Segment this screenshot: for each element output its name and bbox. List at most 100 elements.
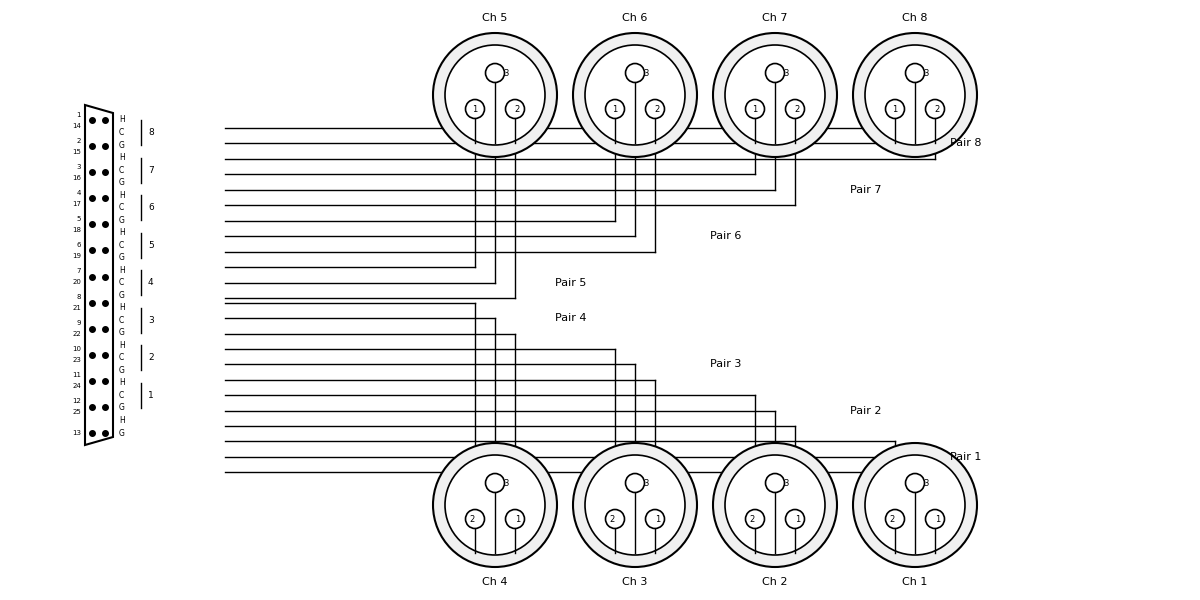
Text: Pair 8: Pair 8 (950, 139, 982, 148)
Text: 24: 24 (72, 383, 82, 389)
Circle shape (786, 100, 804, 118)
Circle shape (486, 64, 504, 82)
Circle shape (505, 509, 524, 529)
Text: 5: 5 (148, 241, 154, 250)
Text: H: H (119, 341, 125, 350)
Text: 1: 1 (655, 515, 660, 524)
Text: 18: 18 (72, 227, 82, 233)
Text: 2: 2 (610, 515, 616, 524)
Circle shape (786, 509, 804, 529)
Text: 10: 10 (72, 346, 82, 352)
Circle shape (906, 64, 924, 82)
Text: 1: 1 (148, 391, 154, 400)
Circle shape (906, 473, 924, 493)
Circle shape (606, 509, 624, 529)
Text: G: G (119, 328, 125, 337)
Text: H: H (119, 153, 125, 162)
Text: Ch 3: Ch 3 (623, 577, 648, 587)
Text: Pair 5: Pair 5 (554, 278, 587, 287)
Circle shape (853, 33, 977, 157)
Text: 4: 4 (148, 278, 154, 287)
Text: 2: 2 (750, 515, 755, 524)
Text: 11: 11 (72, 373, 82, 379)
Text: 3: 3 (77, 164, 82, 170)
Text: H: H (119, 115, 125, 124)
Text: 15: 15 (72, 149, 82, 155)
Circle shape (625, 473, 644, 493)
Text: C: C (119, 128, 125, 137)
Text: 16: 16 (72, 175, 82, 181)
Circle shape (766, 64, 785, 82)
Text: Pair 3: Pair 3 (710, 359, 742, 370)
Text: H: H (119, 304, 125, 312)
Circle shape (646, 100, 665, 118)
Text: 1: 1 (612, 106, 618, 115)
Text: 17: 17 (72, 201, 82, 207)
Text: C: C (119, 353, 125, 362)
Text: 1: 1 (515, 515, 520, 524)
Text: G: G (119, 178, 125, 187)
Text: Ch 4: Ch 4 (482, 577, 508, 587)
Text: 1: 1 (77, 112, 82, 118)
Text: 2: 2 (77, 137, 82, 143)
Text: C: C (119, 391, 125, 400)
Text: 23: 23 (72, 357, 82, 363)
Text: 1: 1 (752, 106, 757, 115)
Text: 6: 6 (77, 242, 82, 248)
Circle shape (853, 443, 977, 567)
Circle shape (865, 455, 965, 555)
Text: H: H (119, 379, 125, 388)
Text: 12: 12 (72, 398, 82, 404)
Circle shape (745, 509, 764, 529)
Text: 13: 13 (72, 430, 82, 436)
Circle shape (725, 455, 826, 555)
Text: H: H (119, 416, 125, 425)
Text: 7: 7 (77, 268, 82, 274)
Text: H: H (119, 228, 125, 237)
Text: Pair 1: Pair 1 (950, 452, 982, 461)
Text: C: C (119, 203, 125, 212)
Circle shape (586, 455, 685, 555)
Text: 1: 1 (935, 515, 940, 524)
Text: 3: 3 (643, 68, 649, 77)
Text: 1: 1 (893, 106, 898, 115)
Text: Pair 2: Pair 2 (850, 406, 882, 416)
Text: 3: 3 (923, 479, 929, 487)
Text: G: G (119, 428, 125, 437)
Circle shape (574, 443, 697, 567)
Text: G: G (119, 366, 125, 375)
Circle shape (606, 100, 624, 118)
Text: G: G (119, 291, 125, 300)
Text: 3: 3 (148, 316, 154, 325)
Circle shape (865, 45, 965, 145)
Text: 2: 2 (515, 106, 520, 115)
Text: 14: 14 (72, 122, 82, 128)
Circle shape (766, 473, 785, 493)
Text: G: G (119, 140, 125, 149)
Text: G: G (119, 253, 125, 262)
Text: 7: 7 (148, 166, 154, 175)
Circle shape (445, 45, 545, 145)
Text: 3: 3 (503, 68, 509, 77)
Text: 2: 2 (655, 106, 660, 115)
Circle shape (445, 455, 545, 555)
Text: C: C (119, 241, 125, 250)
Text: Ch 1: Ch 1 (902, 577, 928, 587)
Text: 6: 6 (148, 203, 154, 212)
Circle shape (586, 45, 685, 145)
Text: 2: 2 (890, 515, 895, 524)
Circle shape (505, 100, 524, 118)
Text: Ch 8: Ch 8 (902, 13, 928, 23)
Circle shape (466, 509, 485, 529)
Text: C: C (119, 166, 125, 175)
Text: Pair 7: Pair 7 (850, 185, 882, 195)
Text: Ch 6: Ch 6 (623, 13, 648, 23)
Text: H: H (119, 266, 125, 275)
Text: 3: 3 (923, 68, 929, 77)
Text: 5: 5 (77, 216, 82, 222)
Text: 22: 22 (72, 331, 82, 337)
Text: 8: 8 (148, 128, 154, 137)
Text: Pair 4: Pair 4 (554, 313, 587, 323)
Text: 9: 9 (77, 320, 82, 326)
Text: 1: 1 (794, 515, 800, 524)
